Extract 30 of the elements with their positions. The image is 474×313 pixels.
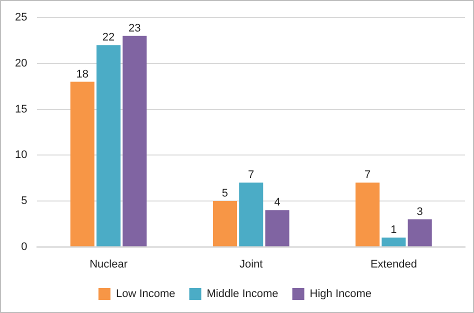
bar <box>356 182 380 246</box>
data-label: 3 <box>416 206 423 218</box>
y-tick-label: 25 <box>14 12 28 24</box>
legend-label: Middle Income <box>206 288 278 300</box>
bar <box>212 200 237 246</box>
y-tick-label: 0 <box>21 240 28 253</box>
bar <box>408 219 432 246</box>
y-tick-label: 5 <box>21 194 28 207</box>
y-tick-label: 20 <box>14 57 28 70</box>
bar <box>239 182 264 246</box>
y-tick-label: 10 <box>14 149 28 162</box>
data-label: 7 <box>364 169 371 182</box>
x-tick-label: Nuclear <box>90 258 128 270</box>
data-label: 18 <box>76 68 89 80</box>
bar <box>265 210 290 246</box>
data-label: 22 <box>102 32 115 44</box>
data-label: 1 <box>390 224 397 236</box>
y-tick-label: 15 <box>14 103 28 116</box>
bar <box>70 82 94 246</box>
bar <box>382 238 406 246</box>
x-tick-label: Extended <box>370 258 417 270</box>
data-label: 5 <box>222 187 228 200</box>
data-label: 23 <box>128 22 141 34</box>
bar <box>96 45 121 246</box>
data-label: 7 <box>248 169 254 182</box>
legend-label: High Income <box>310 288 372 300</box>
data-label: 4 <box>274 196 280 209</box>
bar <box>122 36 147 246</box>
x-tick-label: Joint <box>239 258 263 270</box>
legend-label: Low Income <box>116 288 176 300</box>
